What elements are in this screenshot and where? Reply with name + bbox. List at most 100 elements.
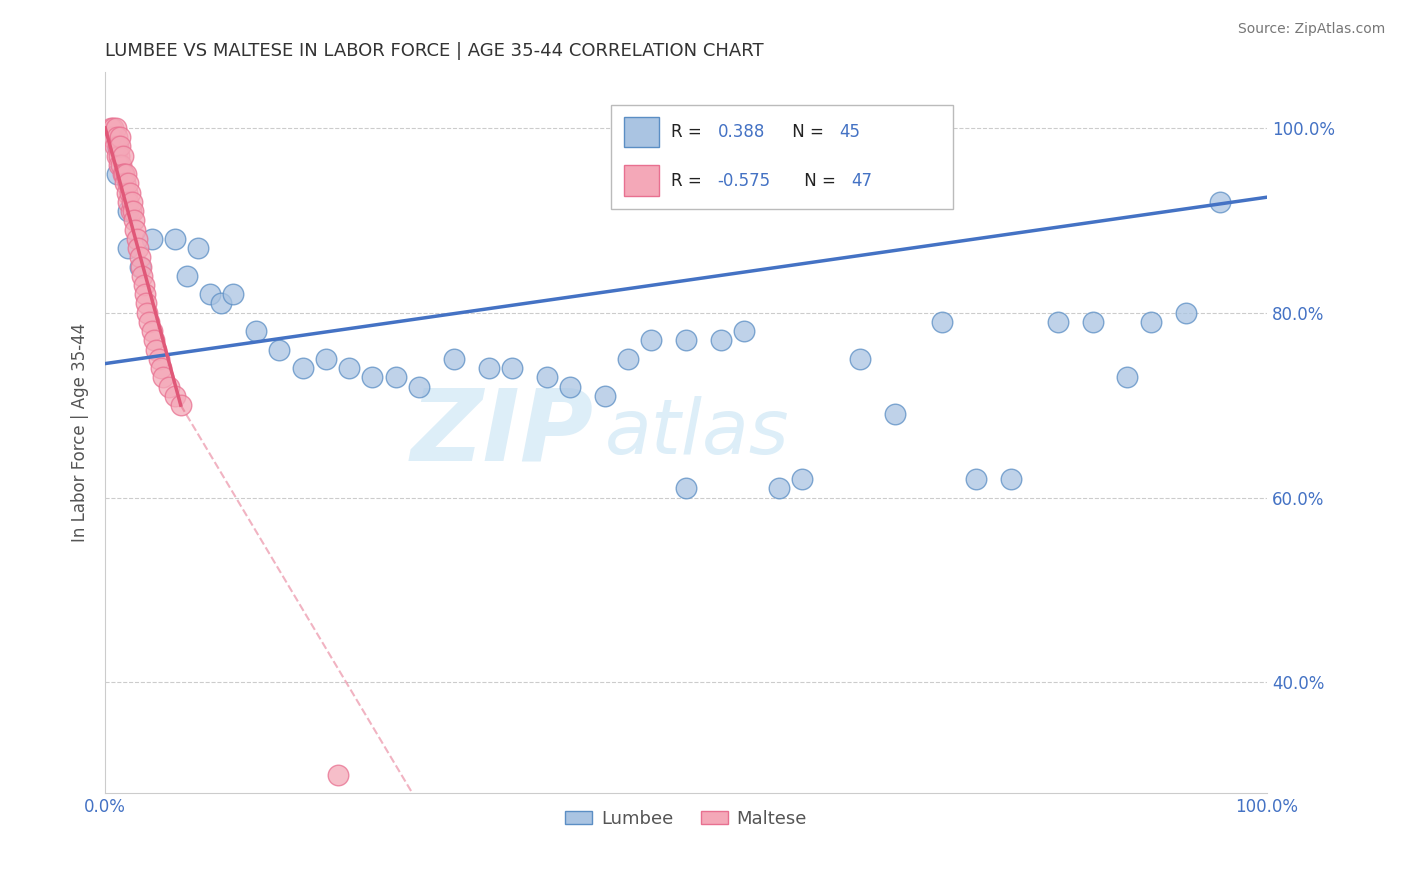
FancyBboxPatch shape bbox=[610, 105, 953, 210]
Point bbox=[148, 351, 170, 366]
Point bbox=[1116, 370, 1139, 384]
Point bbox=[163, 232, 186, 246]
Point bbox=[157, 379, 180, 393]
Point bbox=[501, 361, 523, 376]
Point bbox=[141, 232, 163, 246]
Point bbox=[792, 472, 814, 486]
Point bbox=[112, 167, 135, 181]
Point bbox=[408, 379, 430, 393]
Point bbox=[117, 186, 139, 200]
Point bbox=[110, 139, 132, 153]
Point bbox=[1209, 194, 1232, 209]
Text: -0.575: -0.575 bbox=[717, 171, 770, 190]
Point bbox=[269, 343, 291, 357]
Text: 0.388: 0.388 bbox=[717, 123, 765, 141]
Point bbox=[108, 148, 131, 162]
Point bbox=[187, 241, 209, 255]
Point bbox=[710, 334, 733, 348]
Point bbox=[122, 204, 145, 219]
Point bbox=[176, 268, 198, 283]
Point bbox=[675, 481, 697, 495]
Point bbox=[141, 324, 163, 338]
Point bbox=[640, 334, 662, 348]
Point bbox=[129, 260, 152, 274]
Point bbox=[108, 158, 131, 172]
Point bbox=[1174, 306, 1197, 320]
Text: 47: 47 bbox=[851, 171, 872, 190]
Point bbox=[132, 278, 155, 293]
Point bbox=[115, 167, 138, 181]
Point bbox=[477, 361, 499, 376]
Point bbox=[105, 167, 128, 181]
Point bbox=[135, 296, 157, 310]
Point bbox=[849, 351, 872, 366]
Point bbox=[100, 130, 122, 145]
Point bbox=[222, 287, 245, 301]
Text: N =: N = bbox=[787, 123, 830, 141]
Point bbox=[675, 334, 697, 348]
Point bbox=[117, 194, 139, 209]
Point bbox=[136, 306, 159, 320]
Point bbox=[733, 324, 755, 338]
Y-axis label: In Labor Force | Age 35-44: In Labor Force | Age 35-44 bbox=[72, 323, 89, 542]
Point bbox=[768, 481, 790, 495]
Text: 45: 45 bbox=[839, 123, 860, 141]
Point bbox=[100, 120, 122, 135]
Point bbox=[138, 315, 160, 329]
Point bbox=[110, 130, 132, 145]
Text: ZIP: ZIP bbox=[411, 384, 593, 482]
Point bbox=[884, 408, 907, 422]
Point bbox=[152, 370, 174, 384]
Point bbox=[384, 370, 406, 384]
Point bbox=[114, 177, 136, 191]
Point bbox=[105, 130, 128, 145]
Point bbox=[326, 768, 349, 782]
Point bbox=[163, 389, 186, 403]
Text: Source: ZipAtlas.com: Source: ZipAtlas.com bbox=[1237, 22, 1385, 37]
Point bbox=[107, 139, 129, 153]
Text: R =: R = bbox=[671, 171, 707, 190]
Point bbox=[361, 370, 384, 384]
Point bbox=[209, 296, 232, 310]
Point bbox=[105, 148, 128, 162]
Point bbox=[118, 186, 141, 200]
Point bbox=[931, 315, 953, 329]
Point bbox=[121, 194, 143, 209]
Point bbox=[617, 351, 640, 366]
Point bbox=[536, 370, 558, 384]
Point bbox=[558, 379, 581, 393]
Text: N =: N = bbox=[799, 171, 841, 190]
Point bbox=[111, 148, 134, 162]
Point bbox=[245, 324, 267, 338]
Point bbox=[127, 241, 149, 255]
Point bbox=[117, 177, 139, 191]
Point bbox=[291, 361, 314, 376]
Point bbox=[117, 241, 139, 255]
Point bbox=[1046, 315, 1069, 329]
Point bbox=[122, 213, 145, 227]
Point bbox=[143, 334, 166, 348]
Text: atlas: atlas bbox=[605, 396, 789, 470]
Point bbox=[134, 287, 156, 301]
Point bbox=[131, 268, 153, 283]
Point bbox=[103, 139, 125, 153]
Point bbox=[593, 389, 616, 403]
Point bbox=[198, 287, 221, 301]
Point bbox=[117, 204, 139, 219]
Point bbox=[129, 260, 152, 274]
Point bbox=[966, 472, 988, 486]
Legend: Lumbee, Maltese: Lumbee, Maltese bbox=[558, 802, 814, 835]
Text: R =: R = bbox=[671, 123, 707, 141]
Point bbox=[124, 222, 146, 236]
Point bbox=[105, 139, 128, 153]
Point bbox=[443, 351, 465, 366]
Point bbox=[149, 361, 172, 376]
Point bbox=[104, 120, 127, 135]
Point bbox=[145, 343, 167, 357]
Point bbox=[103, 120, 125, 135]
Text: LUMBEE VS MALTESE IN LABOR FORCE | AGE 35-44 CORRELATION CHART: LUMBEE VS MALTESE IN LABOR FORCE | AGE 3… bbox=[105, 42, 763, 60]
Point bbox=[120, 204, 142, 219]
FancyBboxPatch shape bbox=[624, 117, 659, 147]
Point bbox=[337, 361, 360, 376]
Point bbox=[129, 250, 152, 264]
